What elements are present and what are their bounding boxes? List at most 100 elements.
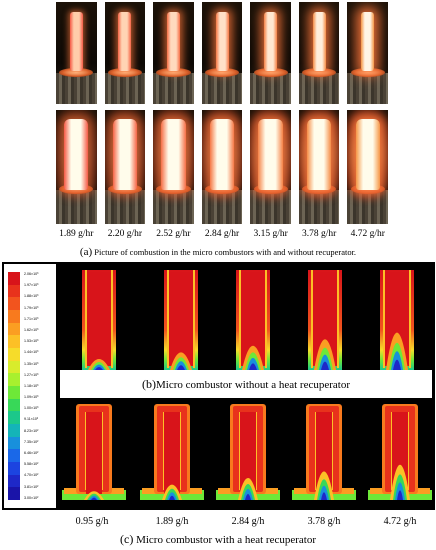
photo-without-recuperator-4 <box>201 2 243 104</box>
colorbar-swatch-16 <box>8 462 20 475</box>
flame-core <box>95 367 103 370</box>
flame-core <box>249 363 257 370</box>
core <box>240 412 256 494</box>
wall-left <box>163 412 164 490</box>
combustor-tube <box>112 119 138 190</box>
burner-ring <box>350 68 385 78</box>
rate-label-c-2: 1.89 g/h <box>155 516 189 527</box>
wall-left <box>239 412 240 490</box>
photo-with-recuperator-7 <box>347 110 389 224</box>
colorbar-tick-4: 1.79×10³ <box>24 305 39 310</box>
core <box>316 412 332 494</box>
colorbar-ticks: 2.06×10³ 1.97×10³ 1.88×10³ 1.79×10³ 1.71×10³… <box>24 272 38 500</box>
temperature-colorbar: 2.06×10³ 1.97×10³ 1.88×10³ 1.79×10³ 1.71×10³… <box>4 264 56 508</box>
caption-a-tag: (a) <box>79 246 93 258</box>
wall-right <box>265 270 267 368</box>
combustor-tube <box>161 119 186 190</box>
colorbar-gradient <box>8 272 20 501</box>
wall-left <box>167 270 169 368</box>
burner-ring <box>59 68 94 78</box>
rate-label-a-1: 1.89 g/hr <box>59 229 94 239</box>
combustor-tube <box>361 12 375 72</box>
wall-right <box>408 412 409 490</box>
burner-base <box>201 73 243 104</box>
wall-right <box>332 412 333 490</box>
photo-without-recuperator-3 <box>153 2 194 104</box>
colorbar-tick-1: 2.06×10³ <box>24 272 39 276</box>
contour-svg-c <box>62 404 432 500</box>
colorbar-tick-18: 5.58×10² <box>24 462 39 467</box>
colorbar-tick-11: 1.18×10³ <box>24 383 39 388</box>
flame-core <box>177 365 185 370</box>
colorbar-tick-16: 7.35×10² <box>24 439 39 444</box>
wall-left <box>85 270 87 368</box>
wall-right <box>180 412 181 490</box>
wall-left <box>311 270 313 368</box>
core <box>164 412 180 494</box>
rate-labels-a: 1.89 g/hr 2.20 g/hr 2.52 g/hr 2.84 g/hr 3.15… <box>56 229 388 239</box>
combustor-tube <box>166 12 180 72</box>
caption-b: (b)Micro combustor without a heat recupe… <box>60 370 432 398</box>
colorbar-tick-8: 1.44×10³ <box>24 350 39 355</box>
wall-right <box>193 270 195 368</box>
wall-left <box>383 270 385 368</box>
contour-c-4 <box>292 404 356 500</box>
contour-c-1 <box>62 404 126 500</box>
contour-b-4 <box>308 270 342 370</box>
colorbar-tick-15: 8.23×10² <box>24 428 39 433</box>
photo-without-recuperator-2 <box>104 2 146 104</box>
core <box>168 272 194 366</box>
colorbar-tick-13: 1.00×10³ <box>24 406 39 411</box>
caption-c-text: Micro combustor with a heat recuperator <box>136 534 316 546</box>
photo-with-recuperator-6 <box>298 110 340 224</box>
combustor-tube <box>355 119 380 190</box>
rate-label-a-4: 2.84 g/hr <box>204 229 240 239</box>
caption-b-tag: (b) <box>142 377 157 391</box>
colorbar-tick-19: 4.70×10² <box>24 473 39 478</box>
burner-base <box>298 73 340 104</box>
colorbar-swatch-15 <box>8 449 20 463</box>
colorbar-swatch-18 <box>8 487 20 501</box>
burner-ring <box>204 68 240 78</box>
rate-label-c-5: 4.72 g/h <box>383 516 417 527</box>
colorbar-tick-5: 1.71×10³ <box>24 316 39 321</box>
burner-base <box>153 73 194 104</box>
colorbar-tick-9: 1.35×10³ <box>24 361 39 366</box>
burner-base <box>250 73 291 104</box>
colorbar-tick-6: 1.62×10³ <box>24 327 39 332</box>
colorbar-tick-10: 1.27×10³ <box>24 372 39 377</box>
combustor-tube <box>118 12 132 72</box>
flame-core <box>245 494 251 500</box>
contour-b-1 <box>82 270 116 370</box>
colorbar-tick-2: 1.97×10³ <box>24 283 39 288</box>
combustor-tube <box>69 12 83 72</box>
photo-with-recuperator-5 <box>250 110 291 224</box>
colorbar-swatch-14 <box>8 436 20 450</box>
caption-b-text: Micro combustor without a heat recuperat… <box>156 379 350 391</box>
contour-c-2 <box>140 404 204 500</box>
colorbar-swatch-17 <box>8 474 20 488</box>
colorbar-swatch-2 <box>8 284 20 298</box>
combustor-tube <box>64 119 89 190</box>
combustor-tube <box>312 12 326 72</box>
wall-right <box>111 270 113 368</box>
photo-row-without-recuperator <box>56 2 389 104</box>
flame-core <box>321 361 329 370</box>
photo-without-recuperator-6 <box>298 2 340 104</box>
core <box>86 412 102 494</box>
rate-label-a-5: 3.15 g/hr <box>253 229 288 239</box>
combustor-tube <box>264 12 278 72</box>
caption-c-tag: (c) <box>120 532 134 546</box>
colorbar-swatch-3 <box>8 297 20 311</box>
colorbar-tick-17: 6.46×10² <box>24 451 39 455</box>
rate-label-a-7: 4.72 g/hr <box>350 229 385 239</box>
photo-without-recuperator-5 <box>250 2 291 104</box>
colorbar-swatch-11 <box>8 398 20 412</box>
wall-right <box>102 412 103 490</box>
contour-row-with-recuperator <box>60 404 432 502</box>
colorbar-swatch-6 <box>8 335 20 349</box>
photo-without-recuperator-7 <box>347 2 389 104</box>
rate-label-a-6: 3.78 g/hr <box>302 229 337 239</box>
wall-right <box>337 270 339 368</box>
colorbar-tick-14: 9.11×10² <box>24 417 39 422</box>
